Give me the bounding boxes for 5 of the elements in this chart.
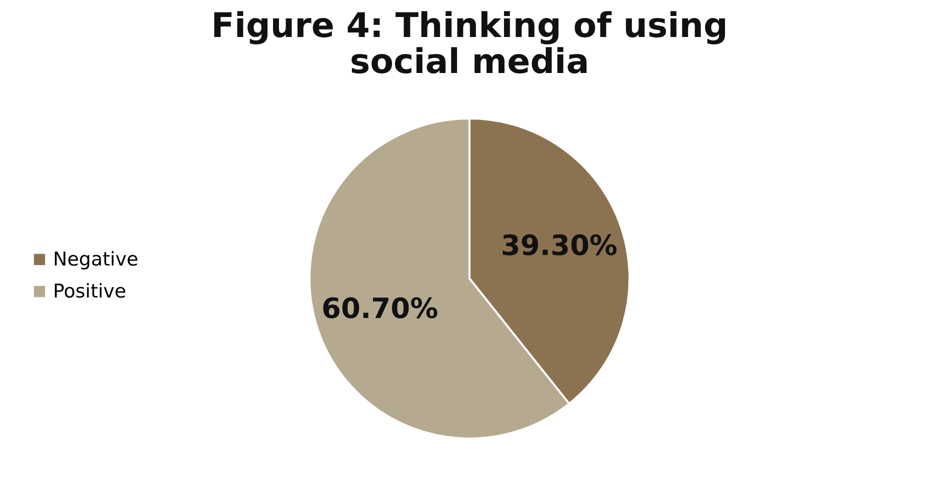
- legend-label: Positive: [53, 280, 126, 302]
- data-label: 60.70%: [322, 292, 438, 325]
- data-label: 39.30%: [500, 229, 618, 262]
- legend-label: Negative: [53, 248, 138, 270]
- chart-title: Figure 4: Thinking of using social media: [211, 6, 728, 82]
